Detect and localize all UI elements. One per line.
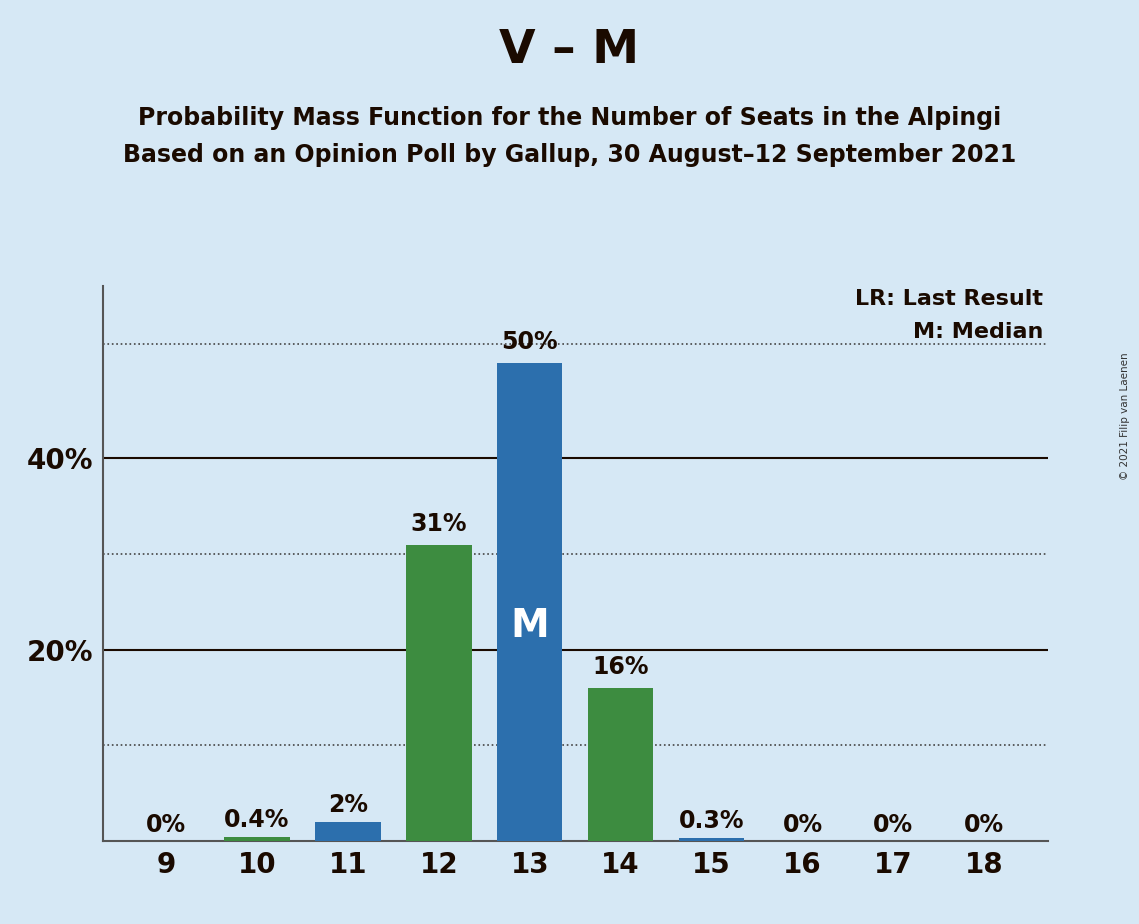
Text: 0%: 0% xyxy=(146,813,186,837)
Bar xyxy=(588,687,654,841)
Bar xyxy=(497,363,563,841)
Text: 0.3%: 0.3% xyxy=(679,809,744,833)
Text: 0%: 0% xyxy=(782,813,822,837)
Bar xyxy=(407,544,472,841)
Text: 50%: 50% xyxy=(501,330,558,354)
Text: Probability Mass Function for the Number of Seats in the Alpingi: Probability Mass Function for the Number… xyxy=(138,106,1001,130)
Text: © 2021 Filip van Laenen: © 2021 Filip van Laenen xyxy=(1121,352,1130,480)
Text: 0%: 0% xyxy=(965,813,1005,837)
Text: 2%: 2% xyxy=(328,793,368,817)
Bar xyxy=(224,837,289,841)
Text: 0%: 0% xyxy=(874,813,913,837)
Text: 0.4%: 0.4% xyxy=(224,808,289,833)
Bar xyxy=(679,838,744,841)
Text: V – M: V – M xyxy=(499,28,640,73)
Text: 16%: 16% xyxy=(592,655,649,679)
Text: Based on an Opinion Poll by Gallup, 30 August–12 September 2021: Based on an Opinion Poll by Gallup, 30 A… xyxy=(123,143,1016,167)
Bar xyxy=(316,821,380,841)
Text: 31%: 31% xyxy=(410,512,467,536)
Text: M: Median: M: Median xyxy=(912,322,1043,343)
Text: M: M xyxy=(510,607,549,645)
Text: LR: Last Result: LR: Last Result xyxy=(855,289,1043,310)
